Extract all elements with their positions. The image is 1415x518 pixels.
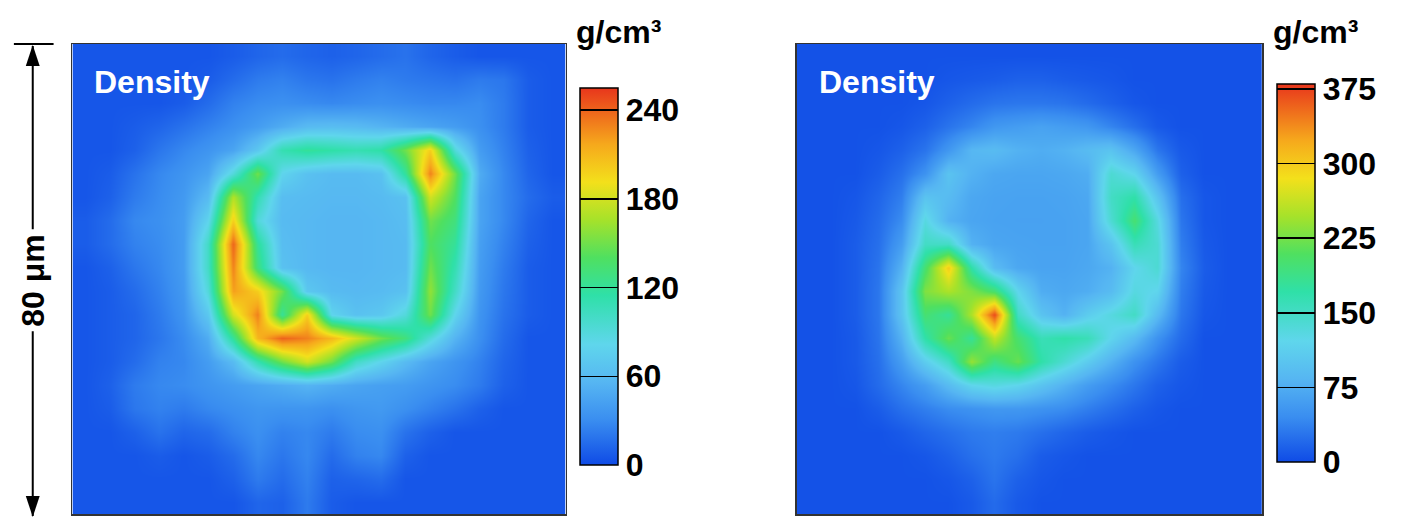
svg-text:375: 375 bbox=[1323, 71, 1376, 107]
svg-text:0: 0 bbox=[626, 447, 644, 483]
svg-text:300: 300 bbox=[1323, 146, 1376, 182]
svg-text:g/cm³: g/cm³ bbox=[576, 14, 661, 50]
svg-text:80 μm: 80 μm bbox=[15, 234, 51, 327]
svg-text:75: 75 bbox=[1323, 370, 1359, 406]
svg-text:Density: Density bbox=[94, 64, 210, 100]
svg-text:150: 150 bbox=[1323, 295, 1376, 331]
svg-text:g/cm³: g/cm³ bbox=[1273, 14, 1358, 50]
svg-text:Density: Density bbox=[819, 64, 935, 100]
svg-text:120: 120 bbox=[626, 270, 679, 306]
svg-text:0: 0 bbox=[1323, 444, 1341, 480]
svg-text:225: 225 bbox=[1323, 220, 1376, 256]
svg-text:180: 180 bbox=[626, 181, 679, 217]
svg-text:240: 240 bbox=[626, 92, 679, 128]
svg-text:60: 60 bbox=[626, 358, 662, 394]
